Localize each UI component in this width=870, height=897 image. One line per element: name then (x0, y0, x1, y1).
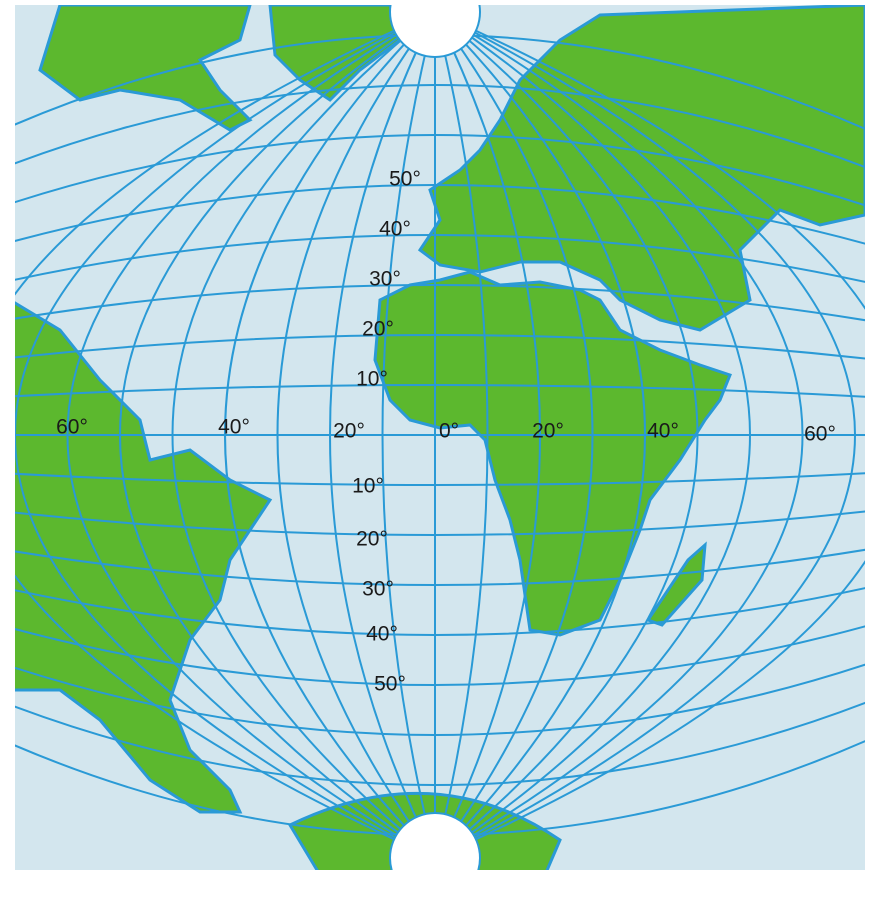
madagascar (645, 541, 707, 627)
latitude-label: 40° (379, 218, 411, 241)
north-pole-cap (389, 5, 481, 58)
parallel (15, 284, 865, 322)
parallel (15, 134, 865, 207)
longitude-label: 60° (56, 416, 88, 439)
parallel (15, 384, 865, 398)
africa (373, 270, 732, 637)
latitude-label: 20° (356, 528, 388, 551)
latitude-label: 50° (374, 673, 406, 696)
latitude-label: 50° (389, 168, 421, 191)
latitude-label: 40° (366, 623, 398, 646)
parallel (15, 625, 865, 686)
latitude-label: 10° (352, 475, 384, 498)
parallel (15, 84, 865, 169)
meridian (15, 11, 436, 859)
parallel (15, 472, 865, 486)
parallel (15, 663, 865, 736)
parallel (15, 587, 865, 636)
meridian (15, 11, 436, 859)
longitude-label: 40° (647, 420, 679, 443)
south-america (15, 301, 273, 814)
longitude-label: 20° (532, 420, 564, 443)
longitude-label: 0° (439, 420, 459, 443)
longitude-label: 20° (333, 420, 365, 443)
parallel (15, 548, 865, 586)
latitude-label: 30° (362, 578, 394, 601)
latitude-label: 30° (369, 268, 401, 291)
parallel (15, 334, 865, 360)
parallel (15, 510, 865, 536)
parallel (15, 701, 865, 786)
longitude-label: 60° (804, 423, 836, 446)
graticule (15, 11, 865, 859)
meridian (434, 11, 865, 859)
parallel (15, 184, 865, 245)
longitude-label: 40° (218, 416, 250, 439)
labels: 50° 40° 30° 20° 10° 60° 40° 20° 0° 20° 40° 60° 10° 20… (56, 168, 836, 696)
parallel (15, 234, 865, 283)
latitude-label: 10° (356, 368, 388, 391)
latitude-label: 20° (362, 318, 394, 341)
south-pole-cap (389, 812, 481, 870)
